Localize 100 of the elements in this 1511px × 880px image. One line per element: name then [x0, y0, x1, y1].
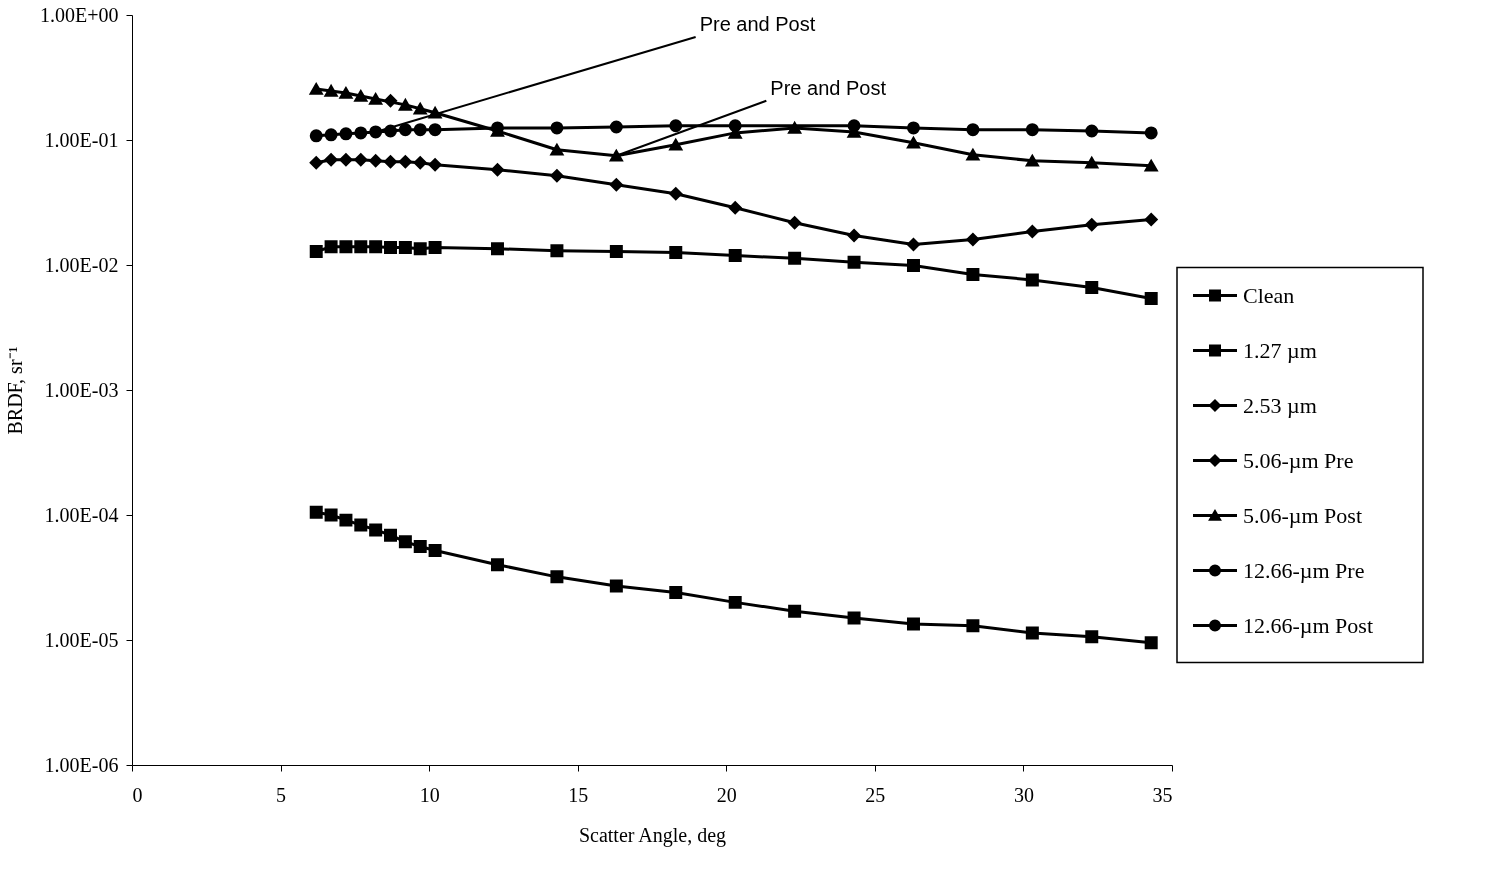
- point: [550, 244, 564, 258]
- point: [728, 201, 742, 215]
- point: [428, 123, 442, 137]
- point: [847, 229, 861, 243]
- point: [369, 154, 383, 168]
- point: [847, 255, 861, 269]
- point: [324, 128, 338, 142]
- point: [309, 505, 323, 519]
- point: [669, 119, 683, 133]
- point: [609, 120, 623, 134]
- point: [1144, 126, 1158, 140]
- point: [1025, 225, 1039, 239]
- point: [490, 242, 504, 256]
- legend-label: 12.66-µm Pre: [1243, 557, 1365, 583]
- point: [609, 149, 623, 162]
- point: [369, 523, 383, 537]
- x-tick-label: 20: [716, 783, 737, 806]
- point: [339, 127, 353, 141]
- point: [398, 155, 412, 169]
- point: [788, 122, 802, 134]
- x-tick-label: 5: [276, 783, 287, 806]
- x-tick-label: 30: [1013, 783, 1034, 806]
- point: [1144, 159, 1158, 172]
- point: [1085, 281, 1099, 295]
- point: [398, 241, 412, 255]
- point: [398, 99, 412, 111]
- point: [413, 242, 427, 256]
- point: [550, 169, 564, 183]
- point: [309, 129, 323, 143]
- point: [354, 153, 368, 167]
- point: [1085, 630, 1099, 644]
- point: [324, 85, 338, 97]
- legend-label: Clean: [1243, 282, 1295, 308]
- point: [369, 93, 383, 105]
- point: [609, 245, 623, 259]
- point: [966, 148, 980, 161]
- annotation: Pre and Post: [770, 76, 887, 99]
- point: [669, 585, 683, 599]
- point: [324, 153, 338, 167]
- y-tick-label: 1.00E-05: [44, 628, 119, 651]
- point: [1025, 626, 1039, 640]
- x-tick-label: 10: [419, 783, 440, 806]
- x-tick-label: 35: [1152, 783, 1173, 806]
- legend-label: 5.06-µm Post: [1243, 502, 1363, 528]
- point: [966, 232, 980, 246]
- point: [369, 125, 383, 139]
- point: [339, 87, 353, 99]
- point: [788, 604, 802, 618]
- point: [309, 156, 323, 170]
- point: [428, 107, 442, 119]
- point: [354, 126, 368, 140]
- point: [384, 241, 398, 255]
- point: [1144, 291, 1158, 305]
- x-tick-label: 25: [865, 783, 886, 806]
- point: [413, 102, 427, 115]
- point: [369, 240, 383, 254]
- point: [609, 579, 623, 593]
- point: [1025, 154, 1039, 167]
- point: [428, 544, 442, 557]
- point: [906, 617, 920, 631]
- point: [324, 240, 338, 254]
- point: [1085, 218, 1099, 232]
- point: [1025, 273, 1039, 287]
- point: [1144, 636, 1158, 650]
- x-axis-title: Scatter Angle, deg: [578, 823, 727, 847]
- point: [309, 245, 323, 259]
- point: [788, 216, 802, 230]
- point: [413, 123, 427, 137]
- y-tick-label: 1.00E-06: [44, 753, 119, 776]
- point: [1085, 156, 1099, 169]
- point: [354, 90, 368, 102]
- point: [669, 187, 683, 201]
- point: [906, 136, 920, 149]
- point: [669, 245, 683, 259]
- point: [906, 121, 920, 135]
- y-tick-label: 1.00E+00: [40, 3, 119, 26]
- point: [428, 158, 442, 172]
- point: [788, 251, 802, 265]
- point: [906, 259, 920, 273]
- point: [728, 595, 742, 609]
- point: [847, 611, 861, 625]
- point: [550, 144, 564, 156]
- point: [413, 156, 427, 170]
- point: [966, 267, 980, 281]
- point: [490, 163, 504, 177]
- point: [669, 138, 683, 151]
- point: [398, 535, 412, 549]
- y-tick-label: 1.00E-02: [44, 253, 119, 276]
- point: [1144, 213, 1158, 227]
- point: [384, 528, 398, 542]
- point: [384, 155, 398, 169]
- y-axis-title: BRDF, sr⁻¹: [4, 346, 26, 435]
- y-tick-label: 1.00E-03: [44, 378, 119, 401]
- point: [906, 237, 920, 251]
- point: [490, 558, 504, 572]
- annotation: Pre and Post: [699, 12, 816, 35]
- legend-label: 2.53 µm: [1243, 392, 1317, 418]
- legend-label: 12.66-µm Post: [1243, 612, 1374, 638]
- x-tick-label: 0: [132, 783, 143, 806]
- point: [966, 123, 980, 137]
